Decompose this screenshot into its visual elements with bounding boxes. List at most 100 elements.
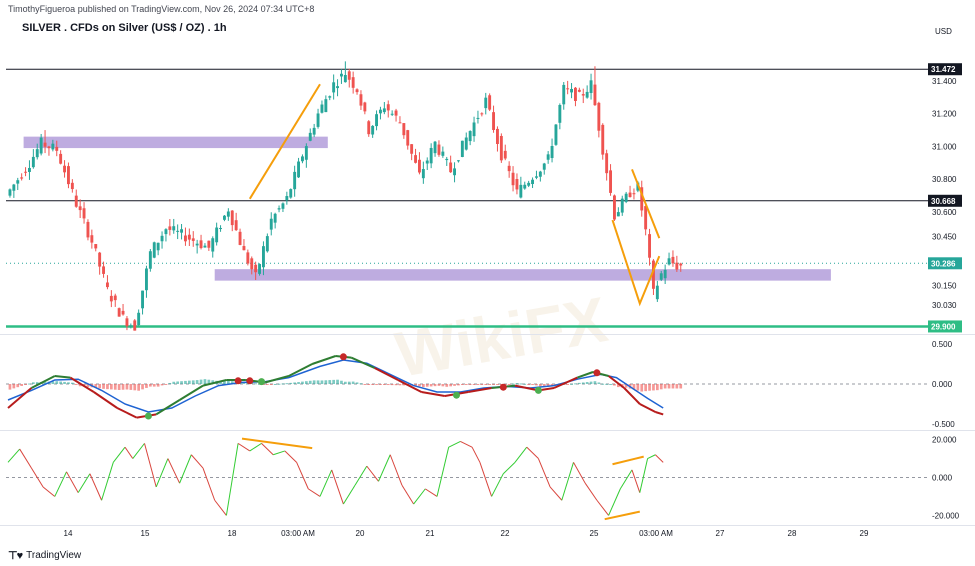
macd-line-segment [468,387,492,393]
macd-histogram-bar [445,384,449,387]
price-tag [928,194,962,207]
candle-body [562,84,566,105]
candle-body [106,282,109,288]
macd-histogram-bar [312,380,316,384]
macd-histogram-bar [667,384,671,389]
macd-line-segment [30,375,56,389]
y-tick-label: 30.030 [932,301,957,310]
candle-body [367,121,371,135]
macd-cross-dot [499,383,507,391]
macd-line-segment [7,387,33,409]
candle-body [507,165,511,172]
osc-line-segment [389,454,403,486]
candle-body [679,263,683,266]
macd-histogram-bar [585,382,589,384]
candle-body [219,228,222,230]
macd-histogram-bar [230,381,234,384]
candle-body [425,160,429,164]
osc-line-segment [202,467,216,501]
candle-body [24,171,27,173]
osc-line-segment [631,469,641,493]
divergence-line [604,510,641,521]
candle-body [601,124,605,155]
macd-histogram-bar [383,384,386,385]
tradingview-footer[interactable]: ⊤♥ TradingView [8,549,81,562]
macd-histogram-bar [71,382,74,384]
macd-histogram-bar [320,380,324,384]
candle-body [160,235,164,242]
candle-body [429,147,433,164]
macd-line-segment [421,391,445,397]
candle-body [137,312,141,326]
candle-body [133,320,137,331]
candle-body [226,211,230,217]
macd-histogram-bar [675,384,679,389]
osc-line-segment [526,446,539,459]
candle-body [343,74,347,83]
y-tick-label: 31.400 [932,77,957,86]
osc-line-segment [436,447,450,497]
osc-line-segment [448,441,461,448]
macd-histogram-bar [12,384,16,389]
candle-body [8,189,12,196]
candle-body [117,308,121,317]
osc-line-segment [155,458,169,488]
candle-body [187,234,191,240]
macd-histogram-bar [141,384,144,390]
candle-body [421,169,425,179]
candle-body [156,242,160,251]
macd-histogram-bar [363,384,367,385]
macd-histogram-bar [492,384,495,385]
candle-body [67,166,70,185]
candle-body [215,227,219,243]
candle-body [406,130,410,146]
candle-body [558,104,562,123]
macd-histogram-bar [16,384,20,388]
candle-body [246,252,250,264]
macd-histogram-bar [593,381,597,384]
candle-body [191,238,195,241]
osc-y-tick-label: -20.000 [932,511,960,520]
macd-histogram-bar [219,381,222,384]
x-tick-label: 28 [788,529,797,538]
macd-histogram-bar [589,381,593,384]
macd-histogram-bar [484,384,488,385]
macd-line-segment [397,379,422,393]
candle-body [109,295,113,302]
candle-body [94,244,98,249]
candle-body [289,189,293,198]
macd-histogram-bar [125,384,129,390]
macd-line-segment [179,384,204,401]
macd-histogram-bar [636,384,640,391]
y-tick-label: 30.450 [932,232,957,241]
macd-histogram-bar [601,383,605,385]
candle-body [297,161,300,178]
macd-histogram-bar [28,383,31,385]
macd-line-segment [93,391,118,409]
osc-line-segment [549,486,563,501]
candle-body [125,318,129,327]
macd-histogram-bar [386,384,390,386]
candle-body [16,180,20,184]
osc-line-segment [296,462,309,490]
macd-histogram-bar [496,384,499,385]
candle-body [242,246,246,251]
osc-line-segment [89,473,103,501]
macd-histogram-bar [110,384,113,390]
osc-line-segment [124,446,134,459]
trendline [631,168,661,239]
osc-line-segment [584,482,598,501]
macd-histogram-bar [74,384,78,385]
osc-line-segment [144,443,157,488]
macd-histogram-bar [86,384,90,387]
candle-body [199,240,203,249]
macd-histogram-bar [289,382,293,384]
candle-body [433,141,437,154]
macd-histogram-bar [671,384,675,389]
current-price-tag [928,257,962,270]
macd-histogram-bar [359,383,363,385]
macd-cross-dot [246,377,254,385]
macd-histogram-bar [269,384,273,385]
candle-body [82,208,86,219]
